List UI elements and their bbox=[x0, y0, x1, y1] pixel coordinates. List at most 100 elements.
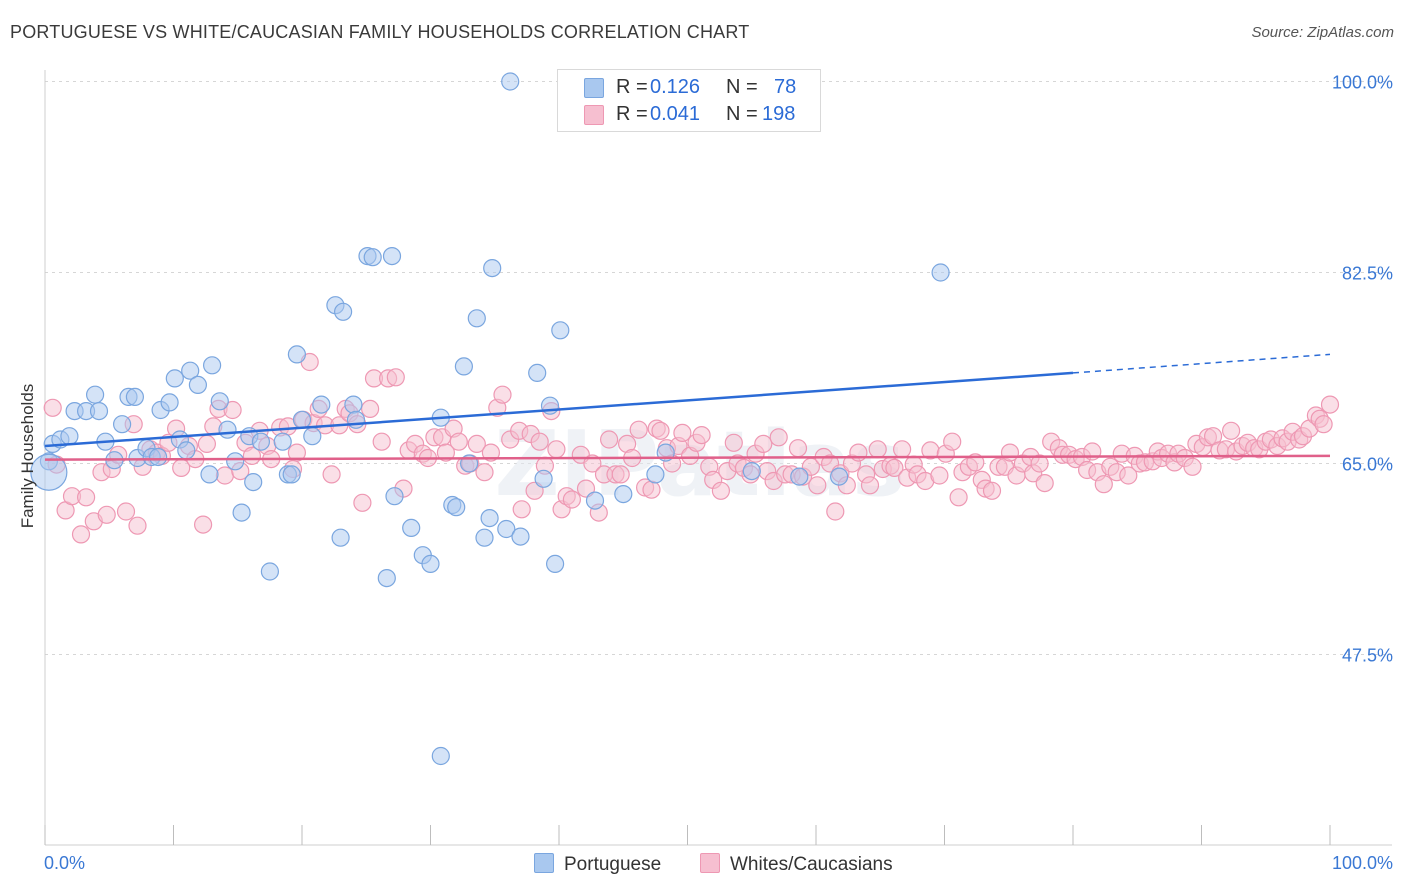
whites-caucasians-point bbox=[611, 465, 630, 484]
portuguese-point bbox=[331, 528, 350, 547]
portuguese-point bbox=[534, 469, 553, 488]
whites-caucasians-point bbox=[547, 440, 566, 459]
whites-caucasians-point bbox=[892, 440, 912, 459]
whites-caucasians-point bbox=[1314, 415, 1333, 434]
whites-caucasians-point bbox=[1320, 395, 1340, 414]
portuguese-trend-line bbox=[44, 371, 1074, 448]
whites-caucasians-point bbox=[1035, 474, 1054, 493]
portuguese-point bbox=[282, 465, 301, 484]
portuguese-point bbox=[421, 554, 440, 574]
portuguese-point bbox=[244, 473, 263, 492]
portuguese-trend-extension bbox=[1072, 353, 1331, 374]
portuguese-point bbox=[292, 410, 312, 429]
source-label: Source: ZipAtlas.com bbox=[1251, 24, 1394, 41]
portuguese-point bbox=[60, 427, 79, 446]
portuguese-label: Portuguese bbox=[564, 854, 662, 875]
whites-caucasians-point bbox=[197, 434, 216, 453]
portuguese-point bbox=[614, 485, 633, 504]
portuguese-point bbox=[454, 357, 473, 376]
whites-caucasians-point bbox=[943, 432, 962, 451]
y-tick-label: 65.0% bbox=[1342, 455, 1393, 475]
whites-caucasians-point bbox=[562, 490, 582, 509]
portuguese-point bbox=[30, 453, 68, 491]
portuguese-point bbox=[501, 72, 520, 91]
whites-caucasians-point bbox=[194, 515, 213, 534]
r-value: 0.126 bbox=[650, 76, 701, 98]
portuguese-point bbox=[585, 491, 605, 510]
whites-caucasians-point bbox=[481, 443, 500, 462]
whites-caucasians-point bbox=[475, 463, 494, 482]
portuguese-point bbox=[203, 356, 222, 375]
whites-caucasians-point bbox=[629, 420, 648, 439]
x-tick-label: 100.0% bbox=[1332, 853, 1393, 873]
whites-caucasians-point bbox=[860, 476, 880, 495]
whites-caucasians-point bbox=[76, 488, 96, 507]
whites-caucasians-point bbox=[372, 432, 391, 451]
portuguese-point bbox=[377, 568, 396, 588]
n-value: 78 bbox=[774, 76, 797, 98]
portuguese-point bbox=[89, 402, 109, 421]
whites-label: Whites/Caucasians bbox=[730, 854, 893, 875]
whites-caucasians-point bbox=[599, 430, 619, 449]
portuguese-point bbox=[483, 259, 502, 278]
whites-swatch bbox=[700, 853, 720, 873]
portuguese-swatch bbox=[584, 78, 604, 98]
portuguese-point bbox=[303, 427, 322, 446]
portuguese-swatch bbox=[534, 853, 554, 873]
whites-caucasians-point bbox=[467, 434, 486, 453]
portuguese-point bbox=[181, 361, 200, 380]
trend-lines bbox=[44, 353, 1331, 461]
portuguese-point bbox=[165, 369, 184, 388]
portuguese-point bbox=[210, 392, 229, 411]
whites-swatch bbox=[584, 105, 604, 125]
whites-caucasians-point bbox=[322, 465, 341, 484]
portuguese-point bbox=[312, 395, 331, 414]
whites-caucasians-point bbox=[642, 480, 661, 499]
bottom-legend-whites: Whites/Caucasians bbox=[700, 853, 893, 876]
portuguese-point bbox=[528, 363, 547, 382]
x-tick-label: 0.0% bbox=[44, 853, 85, 873]
whites-caucasians-point bbox=[386, 368, 405, 387]
n-value: 198 bbox=[762, 103, 796, 125]
r-label: R = bbox=[616, 76, 648, 98]
portuguese-point bbox=[149, 447, 168, 467]
whites-caucasians-point bbox=[982, 481, 1002, 500]
tick-labels: 47.5% 65.0% 82.5% 100.0% 0.0% 100.0% bbox=[44, 73, 1393, 873]
whites-caucasians-point bbox=[692, 426, 711, 445]
whites-trend-line bbox=[44, 454, 1331, 461]
portuguese-point bbox=[188, 375, 207, 394]
whites-caucasians-point bbox=[436, 443, 455, 462]
whites-caucasians-point bbox=[449, 432, 468, 451]
portuguese-point bbox=[742, 462, 761, 481]
whites-caucasians-point bbox=[43, 398, 62, 417]
portuguese-point bbox=[646, 465, 665, 484]
whites-caucasians-point bbox=[223, 400, 242, 420]
whites-caucasians-point bbox=[361, 399, 380, 418]
portuguese-point bbox=[85, 385, 105, 404]
whites-caucasians-point bbox=[493, 385, 512, 404]
portuguese-point bbox=[447, 498, 466, 517]
whites-caucasians-point bbox=[849, 443, 868, 462]
y-tick-label: 100.0% bbox=[1332, 73, 1393, 93]
whites-caucasians-point bbox=[673, 423, 692, 442]
y-tick-label: 47.5% bbox=[1342, 645, 1393, 665]
whites-caucasians-point bbox=[1030, 454, 1049, 473]
portuguese-point bbox=[931, 263, 950, 282]
whites-caucasians-point bbox=[1221, 421, 1241, 440]
whites-caucasians-point bbox=[512, 500, 531, 519]
whites-caucasians-point bbox=[949, 488, 968, 507]
n-label: N = bbox=[726, 103, 758, 125]
portuguese-point bbox=[287, 345, 306, 364]
portuguese-point bbox=[497, 519, 516, 539]
portuguese-point bbox=[226, 452, 245, 471]
portuguese-point bbox=[260, 562, 279, 581]
gridlines bbox=[45, 81, 1392, 655]
whites-caucasians-point bbox=[826, 502, 845, 521]
whites-caucasians-point bbox=[71, 525, 91, 544]
portuguese-point bbox=[177, 441, 196, 460]
portuguese-point bbox=[334, 302, 353, 321]
whites-caucasians-point bbox=[116, 502, 136, 521]
portuguese-point bbox=[385, 487, 404, 506]
portuguese-point bbox=[467, 309, 486, 328]
bottom-legend-portuguese: Portuguese bbox=[534, 853, 661, 876]
